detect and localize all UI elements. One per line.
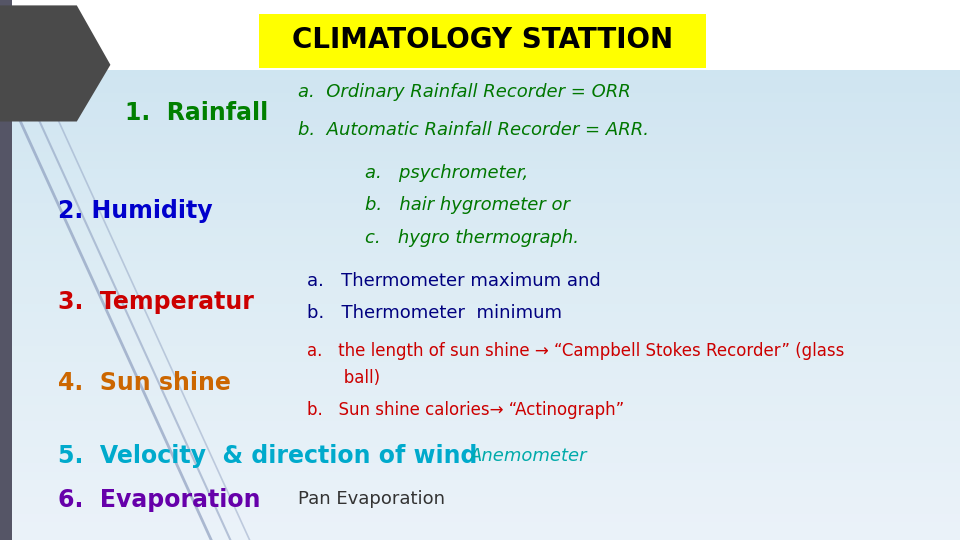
- Text: a.   the length of sun shine → “Campbell Stokes Recorder” (glass: a. the length of sun shine → “Campbell S…: [307, 342, 845, 360]
- Text: 3.  Temperatur: 3. Temperatur: [58, 291, 253, 314]
- Text: b.   Sun shine calories→ “Actinograph”: b. Sun shine calories→ “Actinograph”: [307, 401, 624, 420]
- Text: 2. Humidity: 2. Humidity: [58, 199, 212, 222]
- Text: Anemometer: Anemometer: [470, 447, 588, 465]
- Text: a.   Thermometer maximum and: a. Thermometer maximum and: [307, 272, 601, 290]
- Bar: [0, 0, 960, 70]
- Text: a.  Ordinary Rainfall Recorder = ORR: a. Ordinary Rainfall Recorder = ORR: [298, 83, 631, 101]
- FancyBboxPatch shape: [259, 14, 706, 68]
- Text: 1.  Rainfall: 1. Rainfall: [125, 102, 268, 125]
- Text: b.  Automatic Rainfall Recorder = ARR.: b. Automatic Rainfall Recorder = ARR.: [298, 120, 649, 139]
- Text: ball): ball): [307, 369, 380, 387]
- Text: CLIMATOLOGY STATTION: CLIMATOLOGY STATTION: [292, 26, 673, 55]
- Text: Pan Evaporation: Pan Evaporation: [298, 490, 444, 509]
- Text: 5.  Velocity  & direction of wind: 5. Velocity & direction of wind: [58, 444, 477, 468]
- Bar: [0, 0, 12, 540]
- Text: 6.  Evaporation: 6. Evaporation: [58, 488, 260, 511]
- Text: b.   hair hygrometer or: b. hair hygrometer or: [365, 196, 569, 214]
- Text: c.   hygro thermograph.: c. hygro thermograph.: [365, 228, 579, 247]
- Text: 4.  Sun shine: 4. Sun shine: [58, 372, 230, 395]
- Polygon shape: [0, 5, 110, 122]
- Text: b.   Thermometer  minimum: b. Thermometer minimum: [307, 304, 563, 322]
- Text: a.   psychrometer,: a. psychrometer,: [365, 164, 528, 182]
